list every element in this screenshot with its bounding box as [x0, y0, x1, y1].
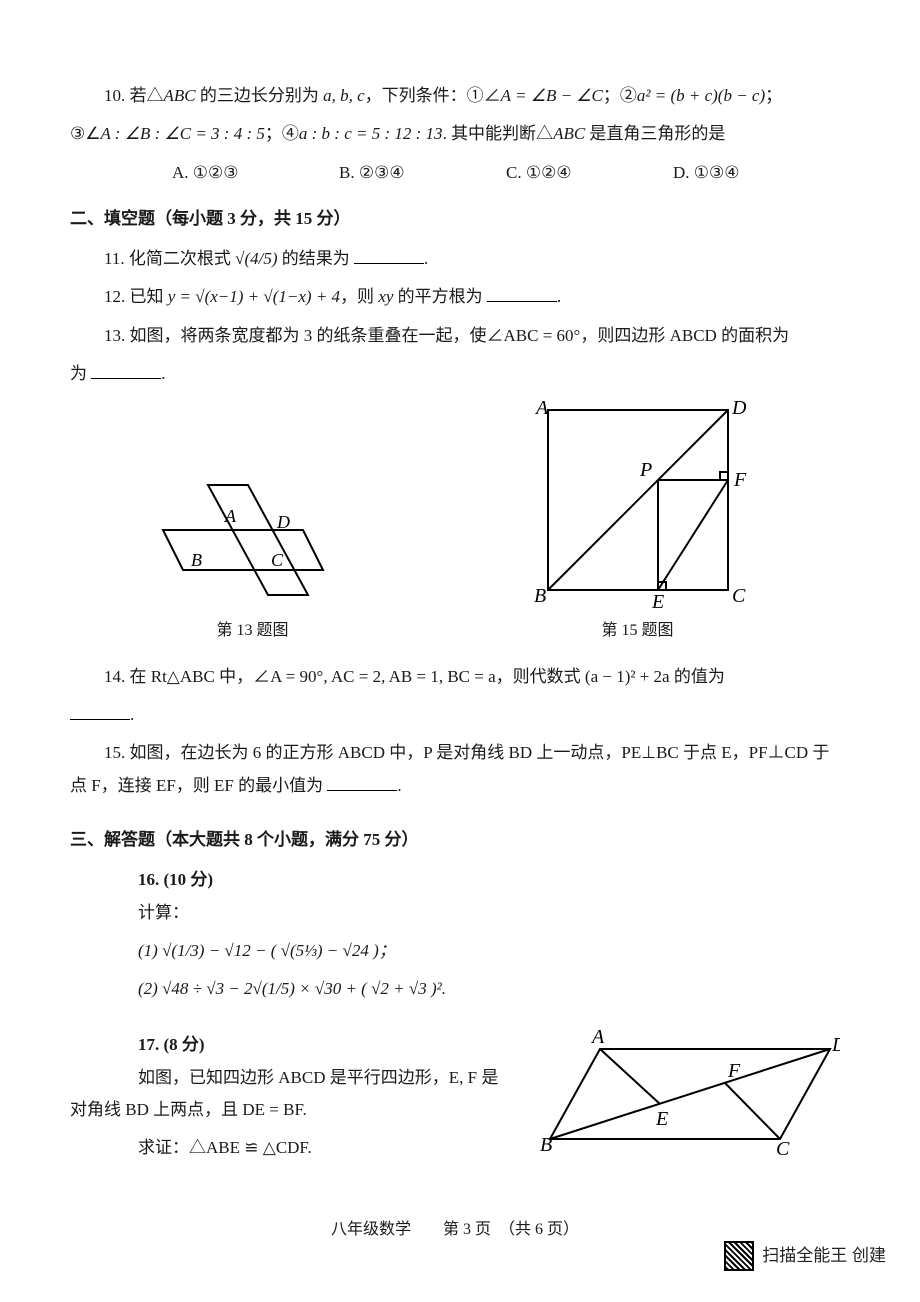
fig17-svg: A D B C E F — [540, 1029, 840, 1159]
q12-expr: y = √(x−1) + √(1−x) + 4 — [168, 287, 340, 306]
q15-text: 15. 如图，在边长为 6 的正方形 ABCD 中，P 是对角线 BD 上一动点… — [70, 743, 829, 794]
q10-cond2: a² = (b + c)(b − c) — [637, 86, 765, 105]
q12: 12. 已知 y = √(x−1) + √(1−x) + 4，则 xy 的平方根… — [70, 281, 840, 313]
q10-a: 10. 若△ — [104, 86, 164, 105]
q10-line1: 10. 若△ABC 的三边长分别为 a, b, c，下列条件：①∠A = ∠B … — [70, 80, 840, 112]
section2-title: 二、填空题（每小题 3 分，共 15 分） — [70, 203, 840, 235]
fig15-E: E — [651, 591, 664, 610]
q15: 15. 如图，在边长为 6 的正方形 ABCD 中，P 是对角线 BD 上一动点… — [70, 737, 840, 802]
q11-expr: √(4/5) — [235, 249, 277, 268]
fig13-B: B — [191, 550, 202, 570]
figure-row: A D B C 第 13 题图 A D B C — [70, 400, 840, 646]
fig13-C: C — [271, 550, 284, 570]
fig13-A: A — [224, 506, 237, 526]
q10-cond4: a : b : c = 5 : 12 : 13 — [299, 124, 443, 143]
q10-l2b: ；④ — [265, 124, 299, 143]
q10-tri2: ABC — [553, 124, 585, 143]
q11-pre: 11. 化简二次根式 — [104, 249, 235, 268]
fig17-A: A — [590, 1029, 605, 1048]
fig17-C: C — [776, 1138, 790, 1159]
q16-label: 计算： — [70, 897, 840, 929]
q16-p2: (2) √48 ÷ √3 − 2√(1/5) × √30 + ( √2 + √3… — [70, 973, 840, 1005]
q16-head: 16. (10 分) — [70, 864, 840, 896]
q15-blank — [327, 774, 397, 791]
q17-row: 17. (8 分) 如图，已知四边形 ABCD 是平行四边形，E, F 是 对角… — [70, 1029, 840, 1164]
fig15-box: A D B C P E F 第 15 题图 — [518, 400, 758, 646]
section3-title: 三、解答题（本大题共 8 个小题，满分 75 分） — [70, 824, 840, 856]
q17-text: 17. (8 分) 如图，已知四边形 ABCD 是平行四边形，E, F 是 对角… — [70, 1029, 520, 1164]
q10-l2d: 是直角三角形的是 — [585, 124, 725, 143]
q13-tail: 为 . — [70, 358, 840, 390]
fig15-svg: A D B C P E F — [518, 400, 758, 610]
fig13-strip2 — [208, 485, 308, 595]
q12-xy: xy — [378, 287, 393, 306]
fig15-diag — [548, 410, 728, 590]
fig15-C: C — [732, 585, 746, 607]
q11: 11. 化简二次根式 √(4/5) 的结果为 . — [70, 243, 840, 275]
q17-l3: 求证：△ABE ≌ △CDF. — [70, 1132, 520, 1164]
fig15-EF — [658, 480, 728, 590]
q17-head: 17. (8 分) — [70, 1029, 520, 1061]
q10-line2: ③∠A : ∠B : ∠C = 3 : 4 : 5；④a : b : c = 5… — [70, 118, 840, 150]
scan-watermark: 扫描全能王 创建 — [724, 1240, 886, 1272]
fig17-B: B — [540, 1134, 552, 1156]
q10-options: A. ①②③ B. ②③④ C. ①②④ D. ①③④ — [70, 157, 840, 189]
fig15-raF — [720, 472, 728, 480]
q10-tri: ABC — [164, 86, 196, 105]
fig13-box: A D B C 第 13 题图 — [153, 470, 353, 646]
q10-sides: a, b, c — [323, 86, 365, 105]
q11-post: 的结果为 — [278, 249, 355, 268]
fig13-svg: A D B C — [153, 470, 353, 610]
fig17-CF — [725, 1083, 780, 1139]
q10-optB: B. ②③④ — [339, 157, 506, 189]
qr-icon — [724, 1241, 754, 1271]
q14-text: 14. 在 Rt△ABC 中，∠A = 90°, AC = 2, AB = 1,… — [104, 667, 725, 686]
fig15-B: B — [534, 585, 546, 607]
fig17-D: D — [831, 1034, 840, 1056]
q12-blank — [487, 285, 557, 302]
q10-l2c: . 其中能判断△ — [443, 124, 554, 143]
q16-p1: (1) √(1/3) − √12 − ( √(5⅓) − √24 )； — [70, 935, 840, 967]
fig17-box: A D B C E F — [540, 1029, 840, 1159]
q10-l2a: ③∠ — [70, 124, 100, 143]
q17-l2: 对角线 BD 上两点，且 DE = BF. — [70, 1094, 520, 1126]
q12-post: 的平方根为 — [393, 287, 487, 306]
fig15-D: D — [731, 400, 747, 419]
fig13-cap: 第 13 题图 — [153, 616, 353, 646]
q12-mid: ，则 — [340, 287, 378, 306]
q17-l1: 如图，已知四边形 ABCD 是平行四边形，E, F 是 — [70, 1062, 520, 1094]
q10-cond3: A : ∠B : ∠C = 3 : 4 : 5 — [100, 124, 264, 143]
q10-cond1: A = ∠B − ∠C — [501, 86, 603, 105]
q14-blankline: . — [70, 699, 840, 731]
watermark-text: 扫描全能王 创建 — [762, 1240, 886, 1272]
fig15-F: F — [733, 469, 747, 491]
fig15-cap: 第 15 题图 — [518, 616, 758, 646]
q14-blank — [70, 703, 130, 720]
q10-e: ； — [765, 86, 782, 105]
q10-optC: C. ①②④ — [506, 157, 673, 189]
q10-optD: D. ①③④ — [673, 157, 840, 189]
fig17-F: F — [727, 1060, 741, 1082]
q13-text: 13. 如图，将两条宽度都为 3 的纸条重叠在一起，使∠ABC = 60°，则四… — [104, 326, 789, 345]
fig17-AE — [600, 1049, 660, 1104]
q12-pre: 12. 已知 — [104, 287, 168, 306]
fig17-E: E — [655, 1108, 668, 1130]
fig13-D: D — [276, 512, 290, 532]
q13-blank — [91, 362, 161, 379]
fig15-A: A — [534, 400, 549, 419]
q10-optA: A. ①②③ — [172, 157, 339, 189]
fig15-P: P — [639, 459, 652, 481]
q10-c: ，下列条件：①∠ — [365, 86, 501, 105]
q10-b: 的三边长分别为 — [196, 86, 324, 105]
q13: 13. 如图，将两条宽度都为 3 的纸条重叠在一起，使∠ABC = 60°，则四… — [70, 320, 840, 352]
q10-d: ；② — [603, 86, 637, 105]
q14: 14. 在 Rt△ABC 中，∠A = 90°, AC = 2, AB = 1,… — [70, 661, 840, 693]
q11-blank — [354, 247, 424, 264]
